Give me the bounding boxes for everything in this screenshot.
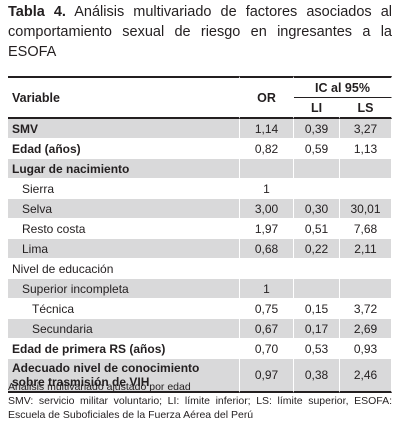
cell: 0,53 [294,339,340,359]
cell: 0,75 [240,299,294,319]
cell [340,179,392,199]
table-row: Adecuado nivel de conocimiento sobre tra… [8,359,392,393]
table-row: Superior incompleta 1 [8,279,392,299]
row-label: Secundaria [8,319,240,339]
table-row: Resto costa 1,97 0,51 7,68 [8,219,392,239]
cell: 0,82 [240,139,294,159]
cell: 0,30 [294,199,340,219]
cell: 0,67 [240,319,294,339]
cell: 3,27 [340,119,392,139]
header-variable: Variable [8,76,240,119]
cell [340,159,392,179]
table-row: Técnica 0,75 0,15 3,72 [8,299,392,319]
row-label: Superior incompleta [8,279,240,299]
results-table: Variable OR IC al 95% LI LS SMV 1,14 0,39 3… [8,76,392,393]
cell: 1,97 [240,219,294,239]
cell [240,159,294,179]
cell: 0,15 [294,299,340,319]
header-li: LI [294,98,340,119]
row-label: Edad (años) [8,139,240,159]
caption: Tabla 4. Análisis multivariado de factor… [8,2,392,62]
table-row: Lima 0,68 0,22 2,11 [8,239,392,259]
row-label: Lugar de nacimiento [8,159,240,179]
cell: 0,70 [240,339,294,359]
cell: 0,51 [294,219,340,239]
row-label: Edad de primera RS (años) [8,339,240,359]
cell: 7,68 [340,219,392,239]
note: Análisis multivariado ajustado por edad [8,381,191,393]
table-row: SMV 1,14 0,39 3,27 [8,119,392,139]
row-label: Adecuado nivel de conocimiento sobre tra… [8,359,240,393]
row-label: Lima [8,239,240,259]
header-ls: LS [340,98,392,119]
table-row: Secundaria 0,67 0,17 2,69 [8,319,392,339]
header-or: OR [240,76,294,119]
cell [340,279,392,299]
cell: 1 [240,279,294,299]
cell: 0,39 [294,119,340,139]
row-label: Técnica [8,299,240,319]
cell: 3,72 [340,299,392,319]
row-label: Nivel de educación [8,259,240,279]
table-row: Nivel de educación [8,259,392,279]
cell [294,279,340,299]
cell [340,259,392,279]
row-label: Selva [8,199,240,219]
caption-label: Tabla 4. [8,4,66,20]
table-row: Sierra 1 [8,179,392,199]
cell: 3,00 [240,199,294,219]
cell: 0,17 [294,319,340,339]
cell: 30,01 [340,199,392,219]
cell: 0,68 [240,239,294,259]
cell: 2,11 [340,239,392,259]
table-row: Selva 3,00 0,30 30,01 [8,199,392,219]
cell: 0,59 [294,139,340,159]
notes: Análisis multivariado ajustado por edad S… [8,380,392,422]
table-row: Edad (años) 0,82 0,59 1,13 [8,139,392,159]
row-label: Resto costa [8,219,240,239]
caption-text: Análisis multivariado de factores asocia… [8,4,393,60]
note: SMV: servicio militar voluntario; LI: lí… [8,395,392,421]
table-row: Lugar de nacimiento [8,159,392,179]
cell [294,179,340,199]
table-row: Edad de primera RS (años) 0,70 0,53 0,93 [8,339,392,359]
cell [240,259,294,279]
cell: 2,46 [340,359,392,393]
cell: 0,93 [340,339,392,359]
row-label: SMV [8,119,240,139]
cell: 1,14 [240,119,294,139]
table-body: SMV 1,14 0,39 3,27 Edad (años) 0,82 0,59 1,13 Lu… [8,119,392,393]
cell: 1 [240,179,294,199]
cell: 0,38 [294,359,340,393]
cell: 0,97 [240,359,294,393]
cell: 0,22 [294,239,340,259]
row-label: Sierra [8,179,240,199]
cell [294,159,340,179]
header-ic: IC al 95% [294,76,392,98]
cell [294,259,340,279]
cell: 2,69 [340,319,392,339]
cell: 1,13 [340,139,392,159]
